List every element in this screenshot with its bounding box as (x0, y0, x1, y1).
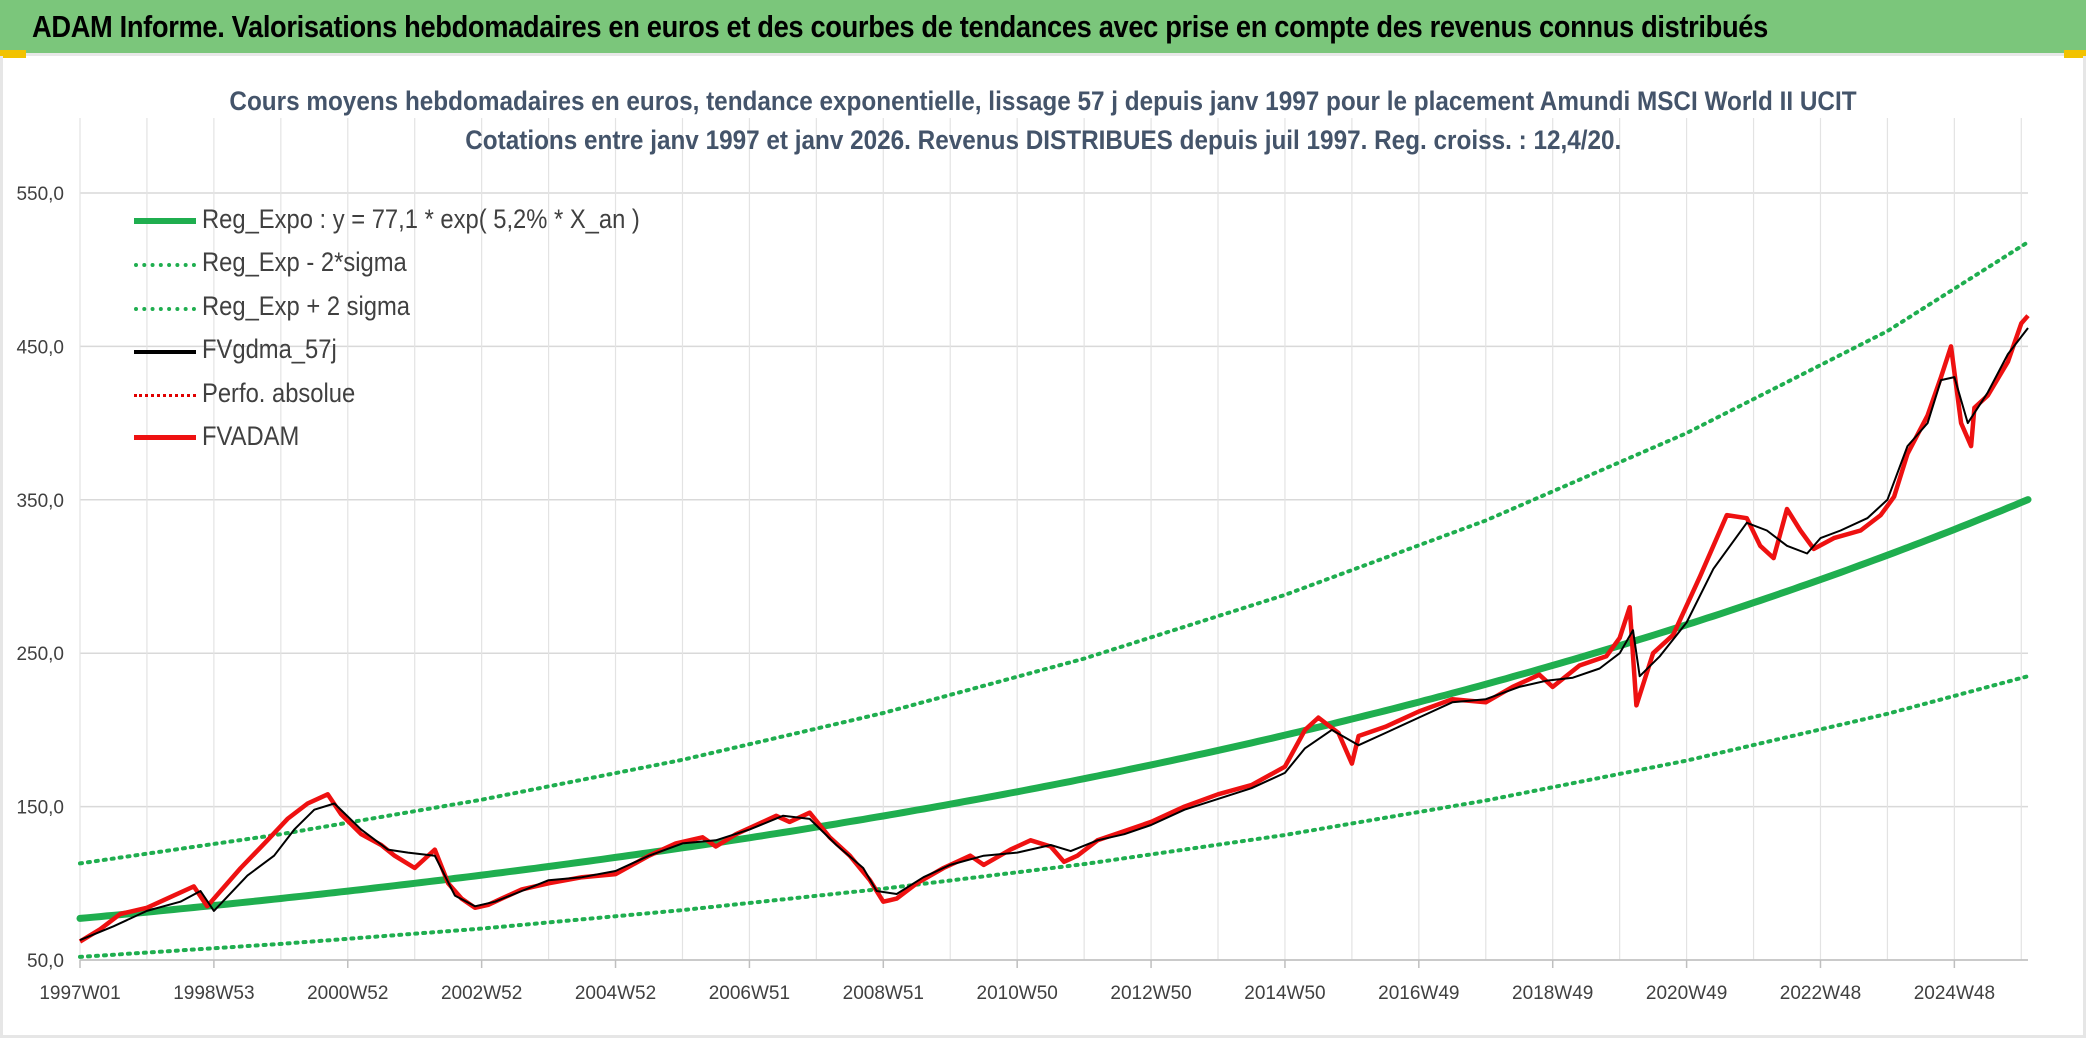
y-tick-label: 50,0 (27, 951, 64, 972)
y-tick-label: 450,0 (16, 337, 64, 358)
y-tick-label: 150,0 (16, 798, 64, 819)
chart-title: Cours moyens hebdomadaires en euros, ten… (229, 86, 1857, 116)
x-tick-label: 2006W51 (709, 983, 790, 1004)
y-tick-label: 250,0 (16, 644, 64, 665)
x-tick-label: 2002W52 (441, 983, 522, 1004)
header-bar: ADAM Informe. Valorisations hebdomadaire… (0, 0, 2086, 58)
chart-subtitle: Cotations entre janv 1997 et janv 2026. … (464, 125, 1622, 155)
x-tick-label: 2010W50 (977, 983, 1058, 1004)
x-tick-label: 2000W52 (307, 983, 388, 1004)
y-tick-label: 550,0 (16, 184, 64, 205)
header-accent-right (2064, 50, 2086, 58)
legend-swatch (134, 393, 196, 397)
legend-swatch (134, 434, 196, 440)
x-tick-label: 2016W49 (1378, 983, 1459, 1004)
chart-frame (0, 56, 2086, 1038)
series-reg-exp-plus-line (78, 240, 2030, 866)
x-tick-label: 2004W52 (575, 983, 656, 1004)
page-title: ADAM Informe. Valorisations hebdomadaire… (32, 9, 1768, 44)
legend-swatch (134, 263, 196, 268)
x-tick-label: 1997W01 (39, 983, 120, 1004)
x-tick-label: 2022W48 (1780, 983, 1861, 1004)
legend-label: Reg_Exp + 2 sigma (202, 290, 411, 321)
x-tick-label: 2024W48 (1914, 983, 1995, 1004)
series-fvadam-line (78, 314, 2030, 944)
x-tick-label: 2018W49 (1512, 983, 1593, 1004)
x-tick-label: 2012W50 (1110, 983, 1191, 1004)
series-fvgdma-line (79, 327, 2029, 942)
legend-swatch (134, 306, 196, 311)
header-accent-left (0, 50, 26, 58)
legend-label: Reg_Expo : y = 77,1 * exp( 5,2% * X_an ) (202, 204, 640, 234)
x-tick-label: 1998W53 (173, 983, 254, 1004)
legend-label: Reg_Exp - 2*sigma (202, 247, 407, 278)
legend-swatch (134, 218, 196, 224)
legend-label: FVgdma_57j (202, 334, 337, 365)
x-tick-label: 2014W50 (1244, 983, 1325, 1004)
y-tick-label: 350,0 (16, 491, 64, 512)
series-reg-expo-line (76, 496, 2032, 922)
x-tick-label: 2020W49 (1646, 983, 1727, 1004)
series-reg-exp-minus-line (78, 674, 2030, 959)
legend-label: FVADAM (202, 420, 300, 451)
x-tick-label: 2008W51 (843, 983, 924, 1004)
legend-label: Perfo. absolue (202, 377, 356, 408)
legend-swatch (134, 350, 196, 355)
